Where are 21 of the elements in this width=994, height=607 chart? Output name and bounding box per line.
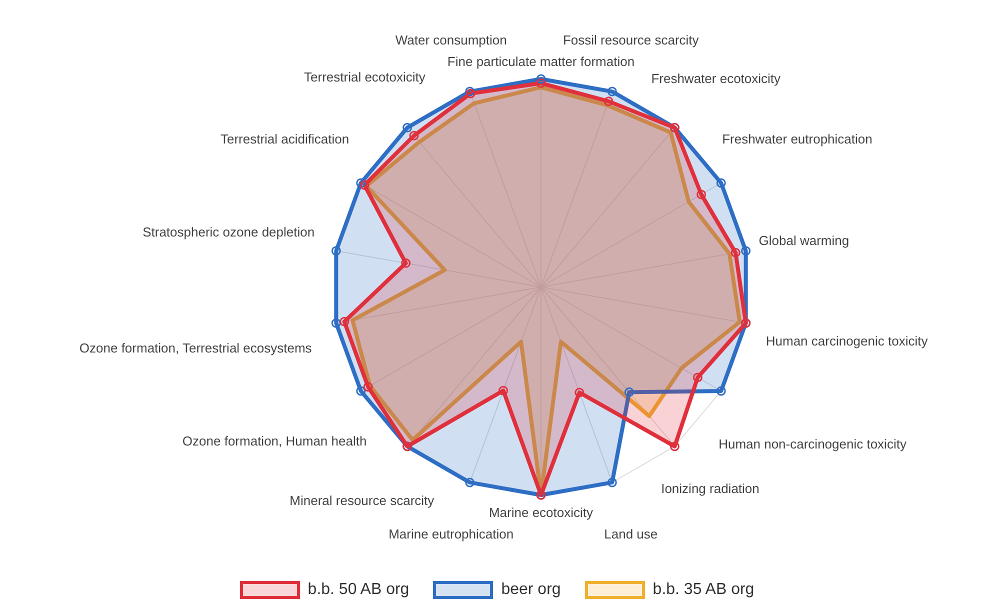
spoke-label: Fine particulate matter formation [447,54,635,69]
spoke-label: Terrestrial acidification [220,132,350,147]
spoke-label: Stratospheric ozone depletion [142,224,315,240]
spoke-label: Global warming [758,233,850,248]
spoke-label: Marine eutrophication [388,526,514,542]
legend-label: b.b. 35 AB org [652,581,754,599]
spoke-label: Mineral resource scarcity [290,492,435,508]
legend-label: beer org [501,581,561,599]
spoke-label: Human non-carcinogenic toxicity [718,436,907,452]
spoke-label: Freshwater eutrophication [722,132,872,147]
spoke-label: Human carcinogenic toxicity [766,333,928,348]
spoke-label: Ozone formation, Terrestrial ecosystems [79,340,312,356]
spoke-label: Land use [604,526,658,542]
spoke-label: Ionizing radiation [661,481,760,496]
spoke-label: Ozone formation, Human health [182,433,367,448]
spoke-label: Fossil resource scarcity [562,32,700,48]
spoke-label: Water consumption [395,32,507,48]
spoke-label: Marine ecotoxicity [488,505,594,520]
spoke-label: Freshwater ecotoxicity [651,71,782,86]
spoke-label: Terrestrial ecotoxicity [304,69,426,84]
legend-label: b.b. 50 AB org [308,581,410,599]
